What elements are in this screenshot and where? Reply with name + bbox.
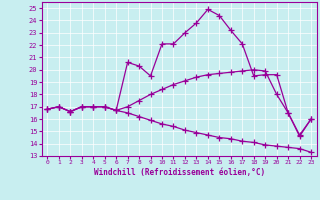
- X-axis label: Windchill (Refroidissement éolien,°C): Windchill (Refroidissement éolien,°C): [94, 168, 265, 177]
